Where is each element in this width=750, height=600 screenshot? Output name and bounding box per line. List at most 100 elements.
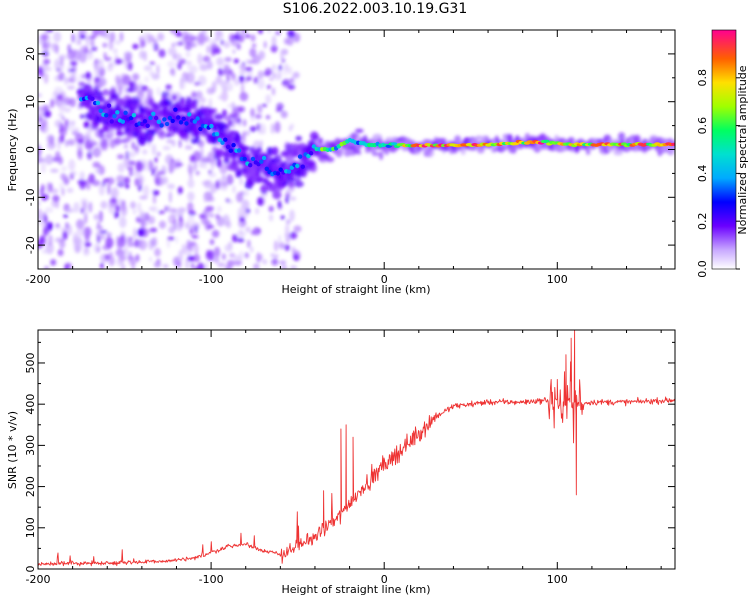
- spectrogram-ridge-point: [242, 156, 247, 162]
- snr-frame: [37, 329, 676, 570]
- spectrogram-noise-blob: [206, 45, 211, 54]
- spectrogram-noise-blob: [258, 30, 263, 34]
- spectrogram-noise-blob: [278, 64, 283, 71]
- spectrogram-ridge-point: [217, 137, 222, 143]
- spectrogram-noise-blob: [150, 162, 154, 169]
- spectrogram-noise-blob: [77, 138, 85, 145]
- y-tick-label: 0: [24, 566, 37, 573]
- spectrogram-noise-blob: [152, 194, 157, 205]
- spectrogram-noise-blob: [259, 253, 263, 261]
- spectrogram-noise-blob: [265, 94, 272, 104]
- spectrogram-noise-blob: [281, 264, 288, 269]
- spectrogram-ridge-point: [104, 113, 109, 118]
- spectrogram-ridge-halo: [255, 171, 261, 178]
- spectrogram-noise-blob: [81, 73, 86, 79]
- spectrogram-noise-blob: [68, 68, 76, 72]
- x-tick-label: -200: [26, 573, 51, 586]
- spectrogram-noise-blob: [115, 205, 121, 213]
- spectrogram-noise-blob: [68, 159, 76, 171]
- y-tick-label: -10: [24, 188, 37, 206]
- spectrogram-x-label: Height of straight line (km): [281, 283, 430, 296]
- spectrogram-ridge-point: [112, 114, 117, 119]
- spectrogram-noise-blob: [229, 70, 233, 76]
- spectrogram-noise-blob: [153, 43, 159, 52]
- spectrogram-noise-blob: [95, 149, 100, 155]
- spectrogram-noise-blob: [199, 214, 205, 219]
- spectrogram-noise-blob: [208, 169, 212, 175]
- spectrogram-noise-blob: [156, 64, 160, 76]
- spectrogram-ridge-halo: [79, 114, 85, 119]
- spectrogram-noise-blob: [129, 81, 135, 89]
- spectrogram-ridge-point: [192, 119, 197, 124]
- spectrogram-noise-blob: [154, 247, 161, 257]
- spectrogram-noise-blob: [107, 65, 113, 72]
- spectrogram-noise-blob: [94, 76, 100, 83]
- spectrogram-noise-blob: [250, 34, 256, 42]
- spectrogram-noise-blob: [250, 230, 256, 236]
- spectrogram-ridge-halo: [78, 81, 86, 86]
- spectrogram-noise-blob: [285, 196, 289, 204]
- spectrogram-noise-blob: [274, 121, 281, 133]
- spectrogram-ridge-halo: [168, 100, 174, 111]
- spectrogram-ridge-halo: [338, 147, 344, 154]
- spectrogram-noise-blob: [253, 76, 259, 84]
- spectrogram-ridge-point: [123, 110, 128, 116]
- spectrogram-ridge-point: [109, 119, 114, 124]
- spectrogram-noise-blob: [293, 253, 297, 260]
- spectrogram-noise-blob: [93, 243, 101, 254]
- spectrogram-noise-blob: [100, 200, 108, 209]
- spectrogram-noise-blob: [86, 151, 93, 160]
- spectrogram-noise-blob: [265, 115, 271, 120]
- spectrogram-ridge-core: [79, 95, 675, 177]
- spectrogram-noise-blob: [133, 227, 137, 239]
- spectrogram-noise-blob: [234, 78, 240, 86]
- spectrogram-noise-blob: [115, 211, 119, 216]
- spectrogram-noise-blob: [216, 205, 222, 213]
- spectrogram-noise-blob: [258, 50, 266, 60]
- spectrogram-noise-blob: [284, 244, 290, 251]
- spectrogram-noise-blob: [270, 123, 275, 134]
- spectrogram-noise-blob: [221, 180, 229, 187]
- spectrogram-noise-blob: [116, 154, 125, 160]
- spectrogram-noise-blob: [168, 191, 172, 203]
- spectrogram-ridge-halo: [291, 177, 302, 182]
- spectrogram-noise-blob: [147, 32, 151, 45]
- spectrogram-noise-blob: [108, 255, 115, 267]
- spectrogram-ridge-point: [140, 121, 145, 127]
- spectrogram-noise-blob: [213, 255, 220, 264]
- spectrogram-noise-blob: [45, 182, 52, 194]
- spectrogram-noise-blob: [245, 34, 251, 38]
- spectrogram-ridge-point: [308, 151, 314, 156]
- spectrogram-noise-blob: [202, 55, 211, 63]
- spectrogram-ridge-halo: [295, 135, 303, 142]
- spectrogram-noise-blob: [111, 60, 116, 68]
- spectrogram-noise-blob: [90, 39, 95, 47]
- snr-y-label: SNR (10 * v/v): [6, 411, 19, 489]
- spectrogram-noise-blob: [188, 210, 196, 217]
- spectrogram-noise-blob: [209, 239, 215, 245]
- spectrogram-noise-blob: [158, 49, 166, 58]
- spectrogram-noise-blob: [232, 234, 238, 243]
- spectrogram-noise-blob: [286, 35, 294, 46]
- spectrogram-noise-blob: [42, 104, 48, 112]
- spectrogram-noise-blob: [85, 178, 91, 191]
- spectrogram-noise-blob: [285, 187, 292, 199]
- spectrogram-noise-blob: [129, 169, 133, 177]
- spectrogram-noise-blob: [52, 91, 58, 101]
- spectrogram-noise-blob: [130, 201, 136, 210]
- spectrogram-noise-blob: [83, 212, 88, 225]
- spectrogram-noise-blob: [54, 58, 61, 70]
- spectrogram-noise-blob: [250, 116, 256, 122]
- spectrogram-noise-blob: [215, 180, 220, 190]
- spectrogram-noise-blob: [146, 161, 150, 173]
- spectrogram-ridge-halo: [311, 134, 320, 141]
- spectrogram-ridge-halo: [213, 113, 224, 121]
- spectrogram-noise-blob: [262, 103, 267, 108]
- spectrogram-noise-blob: [44, 207, 54, 213]
- spectrogram-noise-blob: [245, 208, 251, 214]
- spectrogram-noise-blob: [137, 202, 142, 213]
- spectrogram-noise-blob: [175, 32, 182, 38]
- spectrogram-ridge-halo: [171, 94, 177, 101]
- spectrogram-noise-blob: [125, 150, 130, 160]
- spectrogram-noise-blob: [67, 44, 72, 53]
